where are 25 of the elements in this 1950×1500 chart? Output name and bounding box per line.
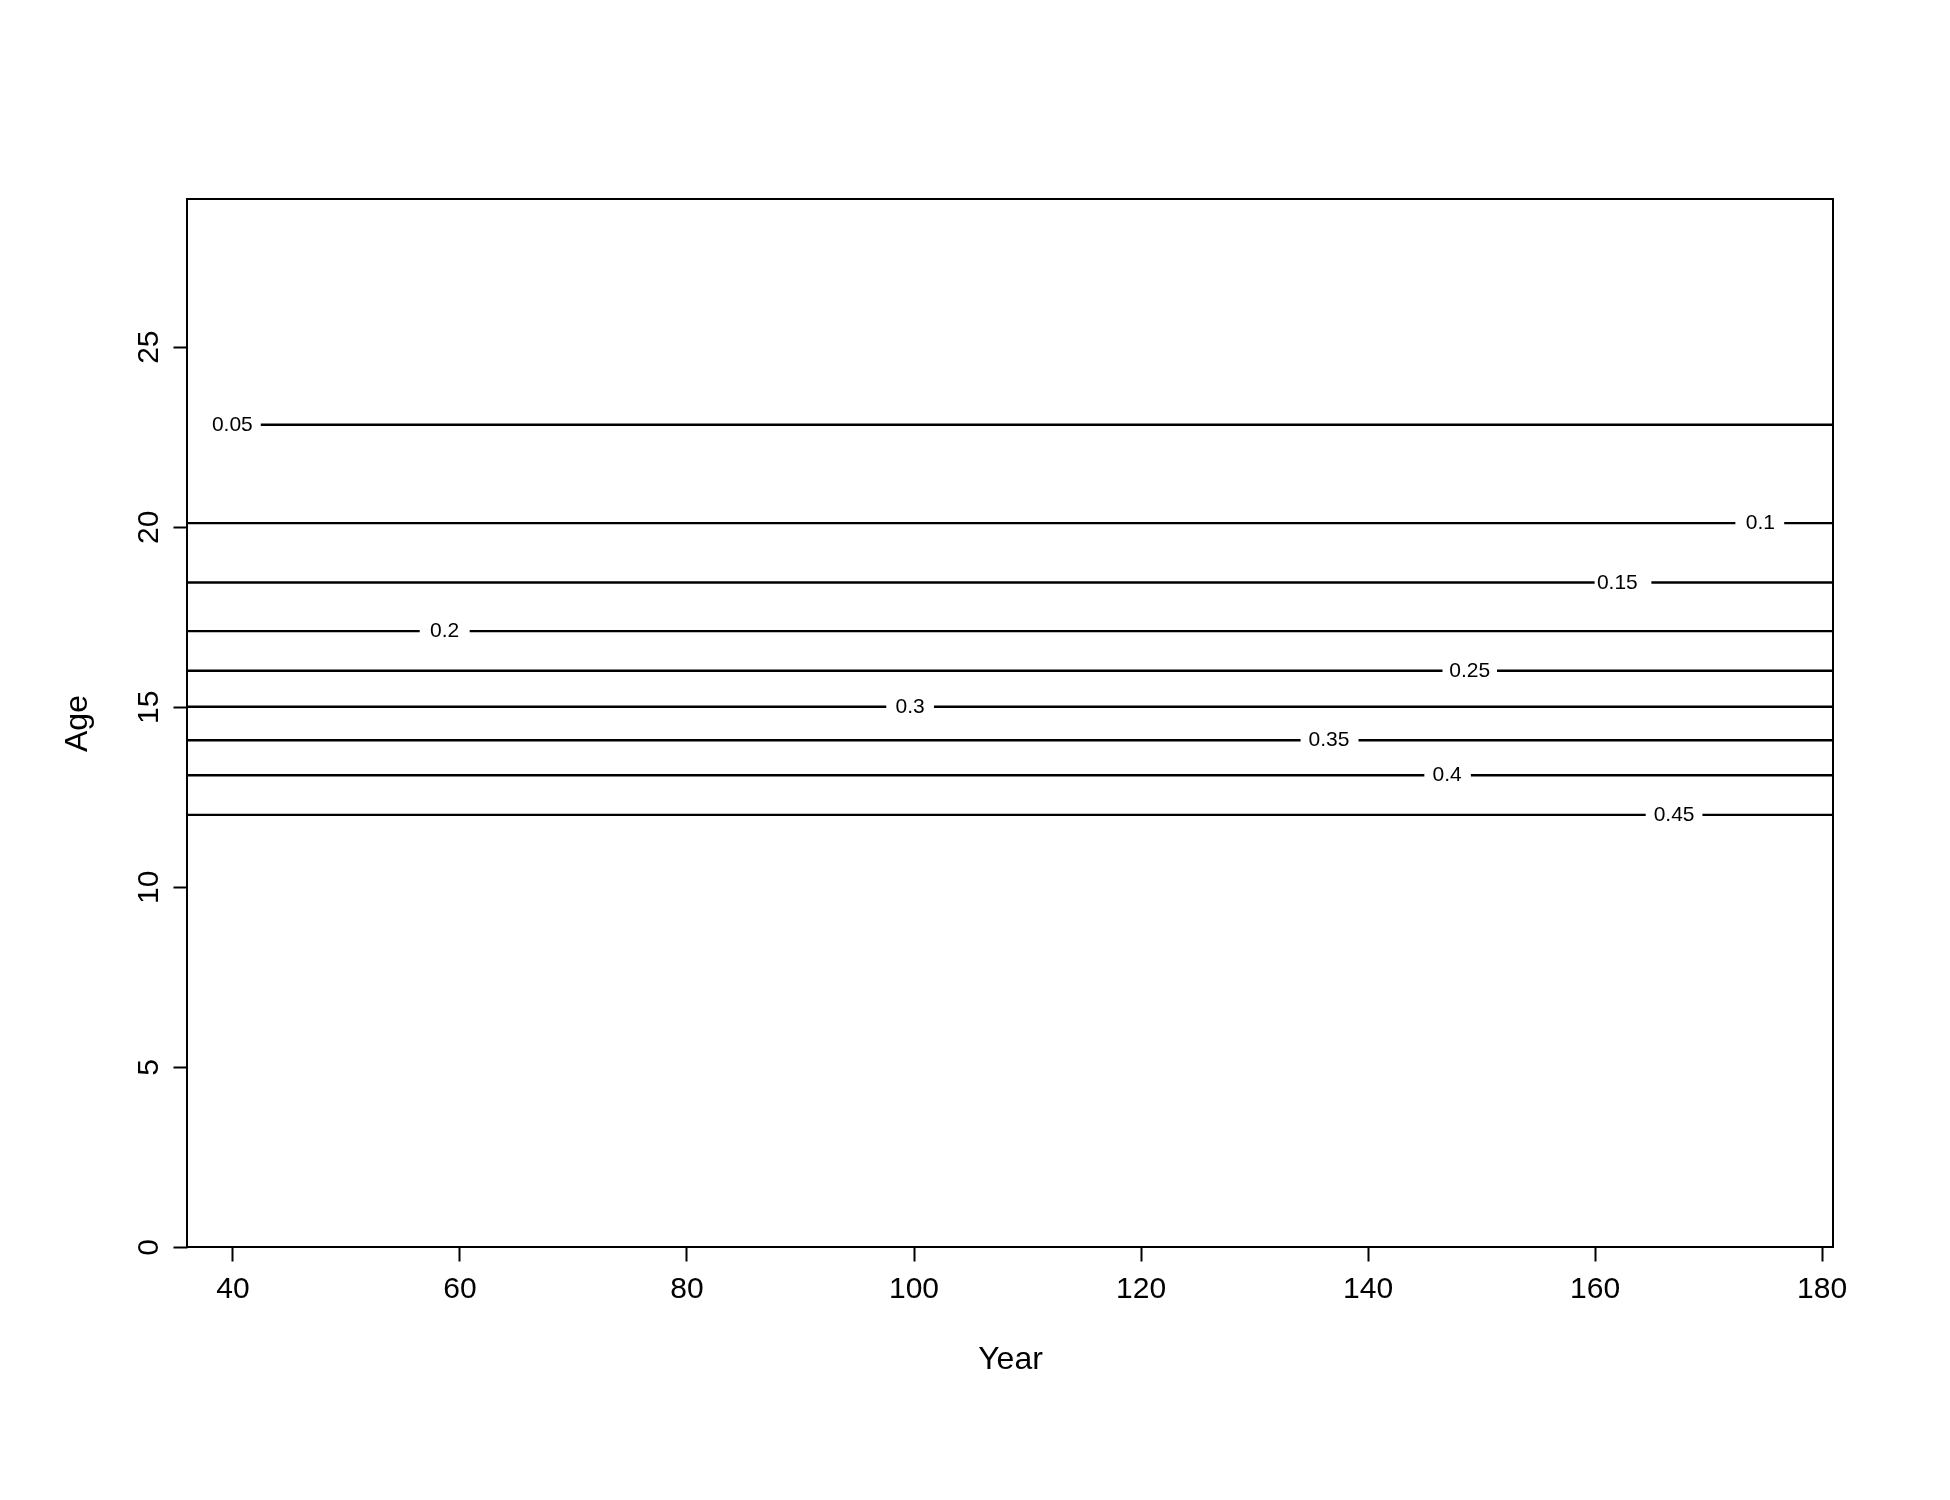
series-label: 0.2 [430,618,460,642]
x-tick-label: 140 [1343,1270,1394,1304]
x-tick-label: 100 [888,1270,940,1304]
series-label: 0.45 [1653,801,1695,825]
series-label: 0.15 [1596,569,1638,593]
x-axis-title: Year [978,1339,1044,1376]
x-tick-label: 40 [216,1270,250,1304]
y-axis-title: Age [57,695,94,752]
series-label: 0.25 [1449,657,1491,681]
y-tick-label: 25 [130,330,164,364]
x-tick-label: 80 [670,1270,704,1304]
y-tick-label: 0 [130,1239,164,1256]
y-tick-label: 15 [130,690,164,724]
x-tick-label: 160 [1570,1270,1621,1304]
series-label: 0.3 [895,693,925,717]
series-label: 0.35 [1308,727,1350,751]
y-tick-label: 5 [130,1059,164,1076]
series-label: 0.05 [211,411,253,435]
x-tick-label: 120 [1116,1270,1167,1304]
x-tick-label: 60 [443,1270,477,1304]
y-tick-label: 20 [130,510,164,544]
series-label: 0.4 [1432,762,1462,786]
x-tick-label: 180 [1797,1270,1848,1304]
series-label: 0.1 [1745,510,1775,534]
y-tick-label: 10 [130,870,164,905]
